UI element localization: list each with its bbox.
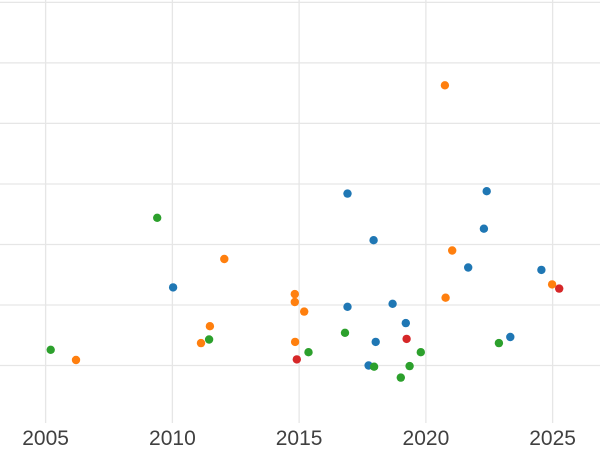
data-point-orange <box>441 293 450 302</box>
data-point-blue <box>482 187 491 196</box>
data-point-orange <box>290 289 299 299</box>
data-point-orange <box>71 355 81 365</box>
data-point-blue <box>479 224 489 233</box>
data-point-blue <box>401 318 410 328</box>
data-point-green <box>369 362 379 371</box>
data-point-orange <box>205 322 215 331</box>
data-point-blue <box>371 337 380 347</box>
x-tick-label-2025: 2025 <box>529 427 576 450</box>
data-point-orange <box>196 338 206 348</box>
data-point-orange <box>290 337 300 347</box>
x-tick-label-2020: 2020 <box>402 427 450 450</box>
data-point-green <box>396 373 405 382</box>
data-point-blue <box>168 283 178 292</box>
data-point-green <box>494 338 504 348</box>
data-point-orange <box>448 246 457 255</box>
data-point-orange <box>300 307 309 316</box>
data-point-blue <box>369 236 378 245</box>
data-point-red <box>292 355 301 364</box>
data-point-red <box>402 334 411 344</box>
x-tick-label-2005: 2005 <box>22 427 69 450</box>
data-point-green <box>304 348 313 357</box>
data-point-green <box>153 213 162 222</box>
data-point-blue <box>464 263 473 272</box>
data-point-red <box>555 284 564 293</box>
data-point-blue <box>506 332 515 342</box>
data-point-orange <box>290 297 299 307</box>
data-point-blue <box>388 299 397 308</box>
data-point-blue <box>537 265 546 275</box>
x-tick-label-2010: 2010 <box>149 427 196 450</box>
data-point-green <box>416 348 425 357</box>
data-point-blue <box>343 302 352 311</box>
data-point-orange <box>220 254 229 264</box>
data-point-blue <box>343 189 352 198</box>
x-tick-label-2015: 2015 <box>275 427 323 450</box>
data-point-orange <box>547 280 557 289</box>
data-point-green <box>204 335 214 344</box>
data-point-green <box>405 361 414 371</box>
data-point-green <box>46 345 55 354</box>
data-point-orange <box>440 81 450 90</box>
data-point-green <box>340 328 350 337</box>
